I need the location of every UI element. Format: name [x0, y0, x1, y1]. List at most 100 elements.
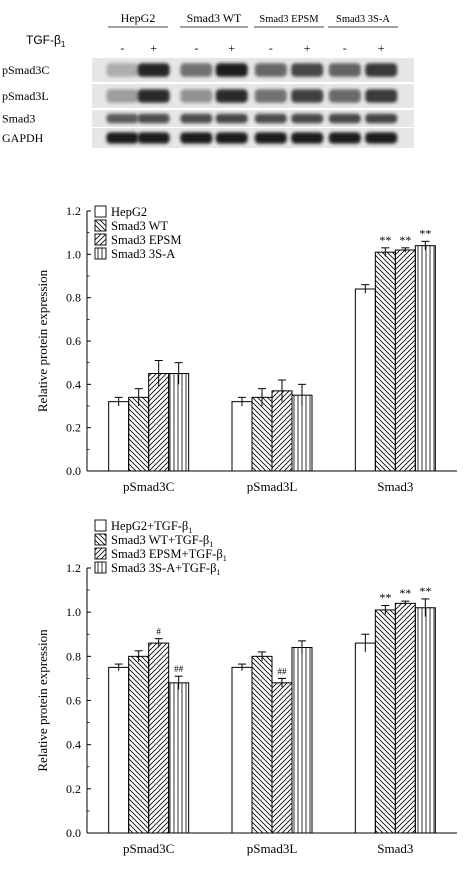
legend-swatch: [94, 533, 107, 546]
bar: [231, 401, 253, 472]
bar: [394, 249, 416, 472]
blot-row-label: GAPDH: [2, 131, 44, 145]
legend-item: HepG2: [94, 205, 147, 219]
error-bar: [174, 362, 183, 385]
bar: [128, 396, 150, 472]
blot-row: Smad3: [2, 110, 414, 127]
chart-tgf-expression: 0.0 0.2 0.4 0.6 0.8 1.0 1.2 Relative protein ex…: [35, 519, 457, 856]
significance-marker: ##: [174, 664, 184, 674]
error-bar: [114, 663, 123, 671]
blot-band: [365, 63, 398, 77]
error-bar: [278, 677, 286, 688]
y-tick-label: 0.4: [66, 738, 81, 752]
blot-row-label: pSmad3L: [2, 89, 49, 103]
blot-band: [365, 113, 398, 124]
legend-swatch: [94, 247, 107, 260]
blot-band: [180, 132, 213, 144]
error-bar: [134, 388, 143, 406]
error-bar: [401, 600, 410, 606]
error-bar: [421, 598, 430, 617]
blot-sign: +: [304, 41, 311, 55]
bar: [251, 655, 273, 834]
blot-band: [180, 113, 213, 124]
blot-band: [106, 132, 139, 144]
blot-band: [328, 89, 361, 103]
blot-group: Smad3 WT: [180, 11, 248, 28]
blot-sign: -: [343, 41, 347, 55]
bar: [354, 288, 376, 472]
blot-band: [180, 63, 213, 77]
blot-group-label: Smad3 EPSM: [259, 14, 319, 25]
bar: [148, 373, 170, 472]
blot-row: pSmad3L: [2, 84, 414, 108]
legend-item: HepG2+TGF-β1: [94, 519, 192, 535]
blot-band: [365, 132, 398, 144]
blot-band: [328, 113, 361, 124]
legend-item: Smad3 EPSM+TGF-β1: [94, 547, 227, 563]
bar: [251, 396, 273, 472]
blot-group: Smad3 EPSM: [254, 14, 324, 28]
blot-band: [215, 89, 248, 103]
bar: [128, 655, 150, 834]
legend-item: Smad3 3S-A: [94, 247, 175, 261]
x-tick-label: pSmad3C: [123, 841, 174, 856]
bar: [414, 607, 436, 834]
legend-label: HepG2: [111, 205, 147, 219]
bar: [271, 390, 293, 472]
blot-row-label: Smad3: [2, 112, 35, 126]
legend-swatch: [94, 519, 107, 532]
legend-item: Smad3 WT+TGF-β1: [94, 533, 213, 549]
blot-row-label: pSmad3C: [2, 63, 49, 77]
blot-band: [254, 63, 287, 77]
legend-label: Smad3 EPSM: [111, 233, 182, 247]
y-axis-label: Relative protein expression: [35, 269, 50, 412]
y-tick-label: 1.0: [66, 605, 81, 619]
error-bar: [421, 240, 430, 250]
blot-group-label: HepG2: [121, 11, 156, 25]
blot-band: [137, 132, 170, 144]
bar: [168, 682, 190, 834]
blot-band: [215, 63, 248, 77]
legend-swatch: [94, 205, 107, 218]
blot-band: [291, 63, 324, 77]
blot-band: [106, 63, 139, 77]
significance-marker: **: [419, 584, 431, 598]
chart-basal-expression: 0.0 0.2 0.4 0.6 0.8 1.0 1.2 Relative protein ex…: [35, 204, 457, 494]
significance-marker: **: [399, 586, 411, 600]
blot-header: TGF-β1: [26, 33, 66, 49]
error-bar: [298, 383, 306, 406]
legend-label: HepG2+TGF-β1: [111, 519, 192, 535]
blot-group-labels: HepG2 Smad3 WT Smad3 EPSM Smad3 3S-A: [108, 11, 398, 28]
blot-band: [328, 63, 361, 77]
western-blot-panel: TGF-β1 HepG2 Smad3 WT Smad3 EPSM Smad3 3S-A…: [2, 11, 414, 148]
blot-band: [215, 132, 248, 144]
legend-label: Smad3 EPSM+TGF-β1: [111, 547, 227, 563]
legend-label: Smad3 WT+TGF-β1: [111, 533, 213, 549]
y-tick-label: 0.0: [66, 464, 81, 478]
blot-band: [137, 63, 170, 77]
y-tick-label: 0.6: [66, 334, 81, 348]
y-tick-label: 1.2: [66, 204, 81, 218]
error-bar: [238, 396, 246, 406]
blot-band: [180, 89, 213, 103]
blot-sign: -: [120, 41, 124, 55]
y-tick-label: 0.2: [66, 782, 81, 796]
x-tick-label: pSmad3L: [247, 479, 298, 494]
blot-group-label: Smad3 WT: [187, 11, 242, 25]
y-tick-label: 0.8: [66, 291, 81, 305]
error-bar: [114, 396, 123, 406]
blot-band: [291, 89, 324, 103]
bar: [231, 666, 253, 834]
bar: [291, 647, 313, 834]
error-bar: [154, 638, 163, 648]
x-tick-label: pSmad3C: [123, 479, 174, 494]
bar: [148, 642, 170, 834]
y-tick-label: 0.4: [66, 377, 81, 391]
legend-swatch: [94, 219, 107, 232]
legend-label: Smad3 3S-A: [111, 247, 175, 261]
bar: [374, 609, 396, 834]
blot-sign: -: [194, 41, 198, 55]
